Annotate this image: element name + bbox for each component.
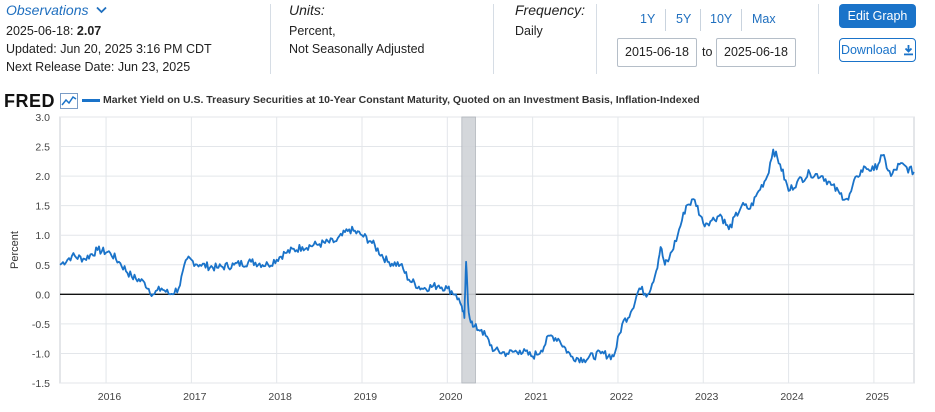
observation-date: 2025-06-18:: [6, 24, 74, 38]
updated-text: Updated: Jun 20, 2025 3:16 PM CDT: [6, 42, 212, 56]
units-label: Units:: [289, 2, 325, 18]
x-tick-label: 2022: [610, 391, 634, 403]
range-separator: [665, 9, 666, 31]
units-panel: Units: Percent, Not Seasonally Adjusted: [286, 0, 486, 80]
range-5y-button[interactable]: 5Y: [676, 12, 692, 26]
y-tick-label: 3.0: [35, 112, 50, 124]
download-label: Download: [840, 43, 897, 57]
header-bar: Observations 2025-06-18: 2.07 Updated: J…: [0, 0, 935, 86]
range-separator: [741, 9, 742, 31]
y-tick-label: 0.5: [35, 260, 50, 272]
y-tick-label: -1.0: [32, 348, 50, 360]
plot-area: [59, 116, 915, 384]
y-tick-label: 1.5: [35, 201, 50, 213]
divider: [270, 4, 271, 74]
observations-toggle[interactable]: Observations: [6, 2, 108, 18]
date-to-label: to: [702, 45, 713, 59]
legend-row: FRED Market Yield on U.S. Treasury Secur…: [0, 90, 935, 112]
download-button[interactable]: Download: [839, 38, 916, 62]
y-axis-label: Percent: [9, 231, 21, 269]
recession-shading: [461, 116, 476, 384]
series: [59, 148, 915, 364]
latest-observation: 2025-06-18: 2.07: [6, 24, 101, 38]
x-tick-label: 2024: [780, 391, 804, 403]
legend-swatch: [82, 99, 100, 102]
series-line: [59, 148, 915, 364]
x-tick-label: 2021: [524, 391, 548, 403]
range-10y-button[interactable]: 10Y: [710, 12, 733, 26]
fred-chart-icon: [60, 93, 78, 109]
y-tick-label: -0.5: [32, 319, 50, 331]
x-tick-label: 2016: [98, 391, 122, 403]
range-1y-button[interactable]: 1Y: [640, 12, 656, 26]
units-line2: Not Seasonally Adjusted: [289, 42, 425, 56]
recession-band: [461, 116, 476, 384]
edit-graph-button[interactable]: Edit Graph: [839, 4, 916, 46]
frequency-panel: Frequency: Daily: [512, 0, 592, 80]
chevron-down-icon: [96, 6, 108, 14]
start-date-input[interactable]: 2015-06-18: [617, 38, 697, 67]
observations-title[interactable]: Observations: [6, 2, 89, 18]
x-tick-label: 2023: [695, 391, 719, 403]
x-tick-label: 2020: [439, 391, 463, 403]
edit-graph-label: Edit Graph: [847, 9, 908, 23]
range-max-button[interactable]: Max: [752, 12, 776, 26]
x-tick-label: 2019: [354, 391, 378, 403]
line-chart: 3.02.52.01.51.00.50.0-0.5-1.0-1.5 2016 20…: [9, 112, 915, 403]
observations-panel: Observations 2025-06-18: 2.07 Updated: J…: [0, 0, 265, 80]
y-tick-label: 1.0: [35, 230, 50, 242]
observation-value: 2.07: [76, 24, 102, 38]
grid: [60, 116, 914, 384]
range-separator: [700, 9, 701, 31]
x-tick-label: 2017: [183, 391, 207, 403]
units-line1: Percent,: [289, 24, 336, 38]
x-tick-label: 2018: [268, 391, 292, 403]
divider: [596, 4, 597, 74]
x-axis: 2016 2017 2018 2019 2020 2021 2022 2023 2024 2025: [98, 391, 889, 403]
x-tick-label: 2025: [866, 391, 890, 403]
frequency-label: Frequency:: [515, 2, 586, 18]
next-release-link[interactable]: Next Release Date: Jun 23, 2025: [6, 60, 191, 74]
y-tick-label: 2.5: [35, 142, 50, 154]
fred-logo[interactable]: FRED: [4, 91, 55, 111]
y-tick-label: 2.0: [35, 171, 50, 183]
end-date-input[interactable]: 2025-06-18: [716, 38, 796, 67]
legend-series-name: Market Yield on U.S. Treasury Securities…: [103, 94, 700, 106]
y-tick-label: -1.5: [32, 378, 50, 390]
divider: [818, 4, 819, 74]
y-tick-label: 0.0: [35, 289, 50, 301]
frequency-value: Daily: [515, 24, 543, 38]
divider: [493, 4, 494, 74]
download-icon: [904, 45, 914, 56]
y-axis: 3.0 2.5 2.0 1.5 1.0 0.5 0.0 -0.5 -1.0 -1.5: [32, 112, 50, 390]
